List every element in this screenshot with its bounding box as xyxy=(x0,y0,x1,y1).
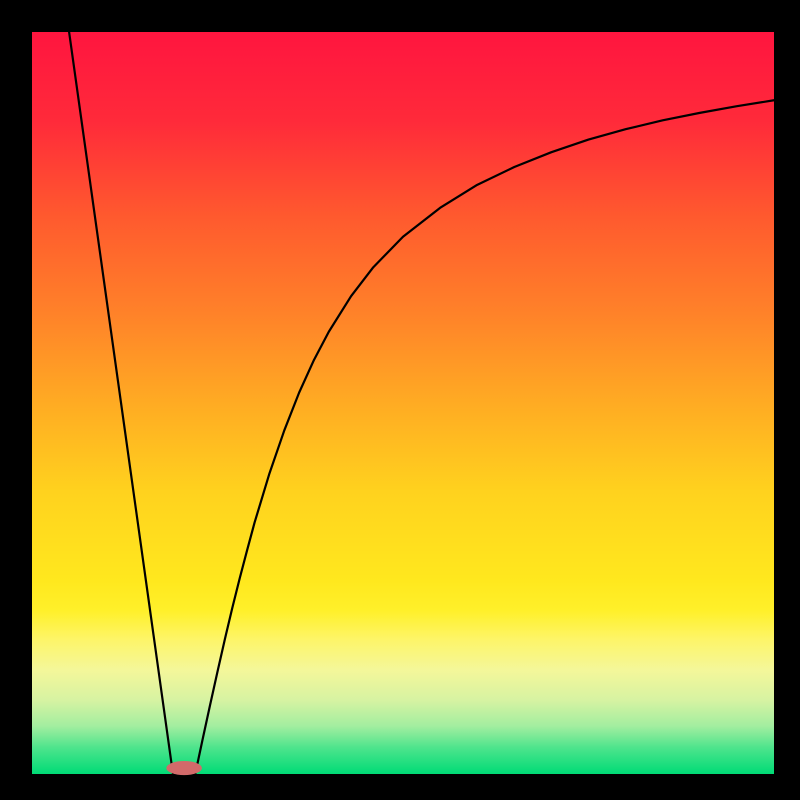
plot-area xyxy=(32,32,774,774)
chart-canvas: TheBottleneck.com xyxy=(0,0,800,800)
valley-marker xyxy=(166,761,202,775)
plot-svg xyxy=(0,0,800,800)
